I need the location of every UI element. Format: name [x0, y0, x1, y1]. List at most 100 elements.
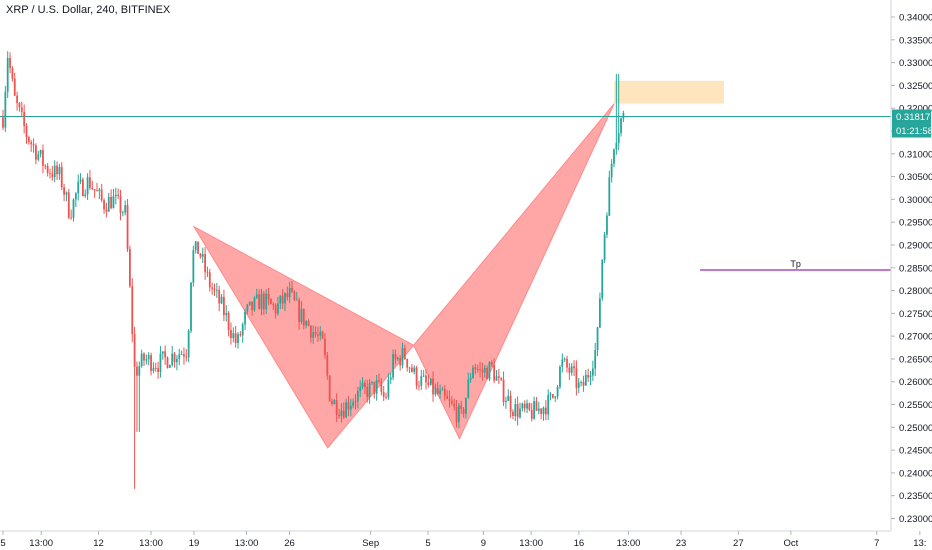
candle: [187, 329, 190, 363]
candle: [32, 138, 35, 153]
y-tick-label: 0.29000: [899, 240, 932, 251]
candle: [154, 362, 157, 372]
x-tick-label: 9: [481, 538, 486, 549]
candle: [2, 109, 4, 130]
candle: [385, 392, 387, 400]
candle-body: [439, 390, 441, 394]
candle-body: [505, 400, 507, 403]
candle: [291, 280, 293, 294]
candle: [20, 101, 23, 118]
candle: [580, 380, 582, 387]
candle: [293, 290, 296, 301]
y-tick-label: 0.28500: [899, 263, 932, 274]
candle: [368, 379, 371, 404]
candle: [469, 372, 472, 383]
candle: [577, 377, 580, 394]
candle-body: [201, 254, 204, 257]
candle-body: [20, 107, 23, 112]
y-axis[interactable]: 0.340000.335000.330000.325000.320000.315…: [890, 0, 932, 531]
candle-body: [361, 382, 364, 388]
target-zone[interactable]: [614, 80, 725, 104]
candle-body: [133, 334, 136, 367]
candle: [615, 73, 618, 155]
candle-body: [112, 196, 115, 209]
candle-body: [218, 289, 221, 304]
candle-body: [317, 334, 319, 336]
pattern-triangle-1[interactable]: [192, 225, 415, 449]
candle-body: [394, 354, 397, 360]
candle-body: [63, 187, 65, 195]
x-tick-label: 19: [189, 538, 200, 549]
harmonic-pattern[interactable]: [192, 103, 615, 449]
candle-body: [462, 409, 465, 414]
candle-body: [601, 259, 604, 299]
candle: [89, 170, 91, 191]
candle-body: [114, 194, 117, 197]
candle-body: [166, 357, 169, 368]
candle-body: [46, 166, 49, 173]
candle: [392, 349, 394, 381]
candle-body: [326, 355, 329, 376]
candle: [239, 330, 242, 337]
candle: [549, 391, 552, 401]
candle-body: [458, 405, 460, 423]
candle: [305, 319, 308, 329]
candle-body: [375, 380, 378, 394]
candle-body: [77, 181, 80, 194]
y-tick-label: 0.25500: [899, 400, 932, 411]
pattern-triangle-2[interactable]: [413, 103, 615, 440]
candle-body: [159, 353, 162, 372]
y-tick-label: 0.32500: [899, 81, 932, 92]
candle: [258, 289, 261, 310]
candle: [286, 286, 289, 301]
candle: [246, 303, 249, 315]
candle-body: [622, 113, 625, 119]
candle: [39, 149, 42, 158]
candle: [37, 150, 40, 162]
candle-body: [345, 402, 347, 418]
x-axis[interactable]: 5 13:00 12 13:00 19 13:00 26 Sep 5 9 13:00 16 13:00 2…: [0, 530, 926, 549]
tp-line[interactable]: Tp: [700, 259, 892, 271]
candle-body: [472, 367, 474, 379]
candle-body: [486, 367, 488, 380]
candle-body: [274, 305, 277, 314]
candle-body: [16, 95, 18, 104]
candle-body: [382, 392, 385, 397]
y-tick-label: 0.24000: [899, 468, 932, 479]
candle: [321, 330, 324, 340]
candle: [27, 135, 30, 145]
candle: [488, 361, 491, 382]
candle-body: [521, 403, 524, 409]
candle: [352, 398, 355, 409]
y-tick-label: 0.33000: [899, 58, 932, 69]
candle: [387, 373, 390, 400]
candle: [183, 347, 185, 365]
candle: [147, 352, 150, 366]
candle-body: [234, 333, 237, 344]
candle: [161, 351, 164, 360]
candle: [570, 362, 573, 376]
candle-body: [406, 358, 409, 368]
candle-body: [145, 359, 148, 361]
candle: [314, 326, 317, 338]
candle: [270, 298, 272, 305]
candle-body: [53, 165, 56, 177]
candle-body: [173, 353, 176, 363]
target-zone-rect[interactable]: [614, 80, 725, 104]
candle: [443, 385, 446, 401]
candle-body: [107, 196, 110, 212]
countdown-value: 01:21:58: [896, 126, 932, 137]
candle: [51, 166, 54, 181]
candle: [82, 177, 84, 197]
candle: [472, 365, 474, 379]
candle-body: [260, 293, 263, 310]
candle-body: [213, 288, 216, 290]
x-tick-label: 13:: [913, 538, 926, 549]
candle: [72, 198, 75, 222]
candle: [356, 386, 359, 409]
candle-body: [58, 166, 61, 175]
candle: [13, 72, 16, 97]
candle-body: [493, 364, 496, 381]
candle: [556, 385, 559, 400]
